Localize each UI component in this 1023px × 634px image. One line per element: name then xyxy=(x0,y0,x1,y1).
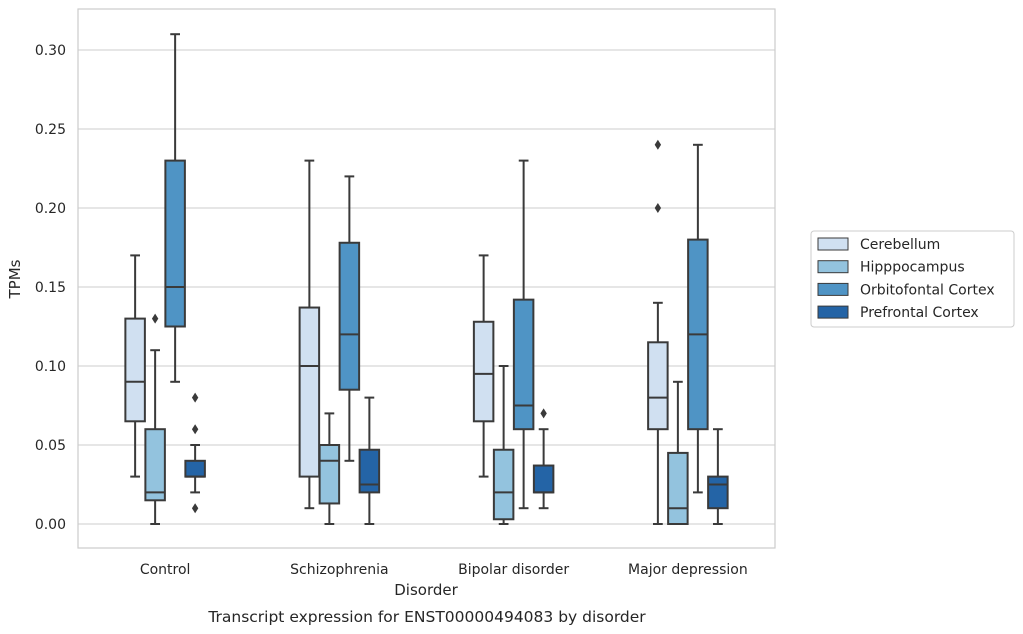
box-2-3 xyxy=(687,143,709,494)
boxes xyxy=(124,33,729,525)
outlier-point xyxy=(540,408,547,419)
outlier-point xyxy=(654,139,662,150)
box-1-2 xyxy=(492,365,515,525)
box-1-1 xyxy=(318,412,341,525)
legend-swatch xyxy=(817,237,849,251)
box-3-1 xyxy=(358,396,381,525)
outlier-point xyxy=(191,424,199,435)
y-tick-label: 0.15 xyxy=(35,280,66,296)
legend-swatch xyxy=(817,260,849,274)
box-3-2 xyxy=(532,408,555,510)
box-body xyxy=(144,428,166,502)
legend-label: Cerebellum xyxy=(860,237,940,253)
y-tick-label: 0.20 xyxy=(35,201,66,217)
legend-items: Cerebellum Hipppocampus Orbitofontal Corte… xyxy=(817,237,995,321)
box-0-0 xyxy=(124,254,146,478)
y-tick-label: 0.00 xyxy=(35,517,66,533)
x-axis-ticks: Control Schizophrenia Bipolar disorder Majo… xyxy=(140,562,748,578)
legend-swatch xyxy=(817,282,849,296)
outlier-point xyxy=(191,392,199,403)
box-body xyxy=(647,341,669,431)
y-tick-label: 0.25 xyxy=(35,122,66,138)
box-body xyxy=(472,320,495,423)
outlier-point xyxy=(654,203,662,213)
box-0-3 xyxy=(647,139,669,525)
legend: Cerebellum Hipppocampus Orbitofontal Corte… xyxy=(810,230,1015,328)
x-tick-label: Control xyxy=(140,562,191,578)
box-body xyxy=(358,448,381,494)
box-2-1 xyxy=(338,175,361,462)
y-tick-label: 0.30 xyxy=(35,43,66,59)
y-tick-label: 0.05 xyxy=(35,438,66,454)
box-0-2 xyxy=(472,254,495,478)
box-0-1 xyxy=(298,159,321,510)
box-3-3 xyxy=(707,428,729,525)
legend-label: Orbitofontal Cortex xyxy=(860,282,995,298)
box-1-0 xyxy=(144,313,166,525)
legend-label: Hipppocampus xyxy=(860,260,965,276)
x-tick-label: Major depression xyxy=(628,562,748,578)
box-body xyxy=(338,241,361,391)
box-body xyxy=(184,459,206,478)
box-1-3 xyxy=(667,380,689,525)
box-body xyxy=(164,159,186,328)
box-body xyxy=(298,306,321,478)
box-2-2 xyxy=(512,159,535,510)
box-2-0 xyxy=(164,33,186,383)
box-body xyxy=(124,317,146,423)
legend-label: Prefrontal Cortex xyxy=(860,305,979,321)
legend-swatch xyxy=(817,305,849,319)
box-body xyxy=(318,444,341,505)
outlier-point xyxy=(151,313,159,324)
legend-frame xyxy=(810,230,1015,328)
x-axis-label: Disorder xyxy=(394,581,458,599)
box-body xyxy=(532,464,555,494)
x-tick-label: Schizophrenia xyxy=(290,562,388,578)
box-body xyxy=(492,448,515,521)
outlier-point xyxy=(191,503,199,514)
box-body xyxy=(707,475,729,510)
box-body xyxy=(512,298,535,431)
y-tick-label: 0.10 xyxy=(35,359,66,375)
y-axis-ticks: 0.00 0.05 0.10 0.15 0.20 0.25 0.30 xyxy=(35,43,66,533)
plot-area-frame xyxy=(77,8,776,549)
x-tick-label: Bipolar disorder xyxy=(458,562,569,578)
chart-caption: Transcript expression for ENST0000049408… xyxy=(207,608,646,626)
y-axis-label: TPMs xyxy=(6,259,24,299)
box-3-0 xyxy=(184,392,206,514)
box-body xyxy=(667,451,689,525)
